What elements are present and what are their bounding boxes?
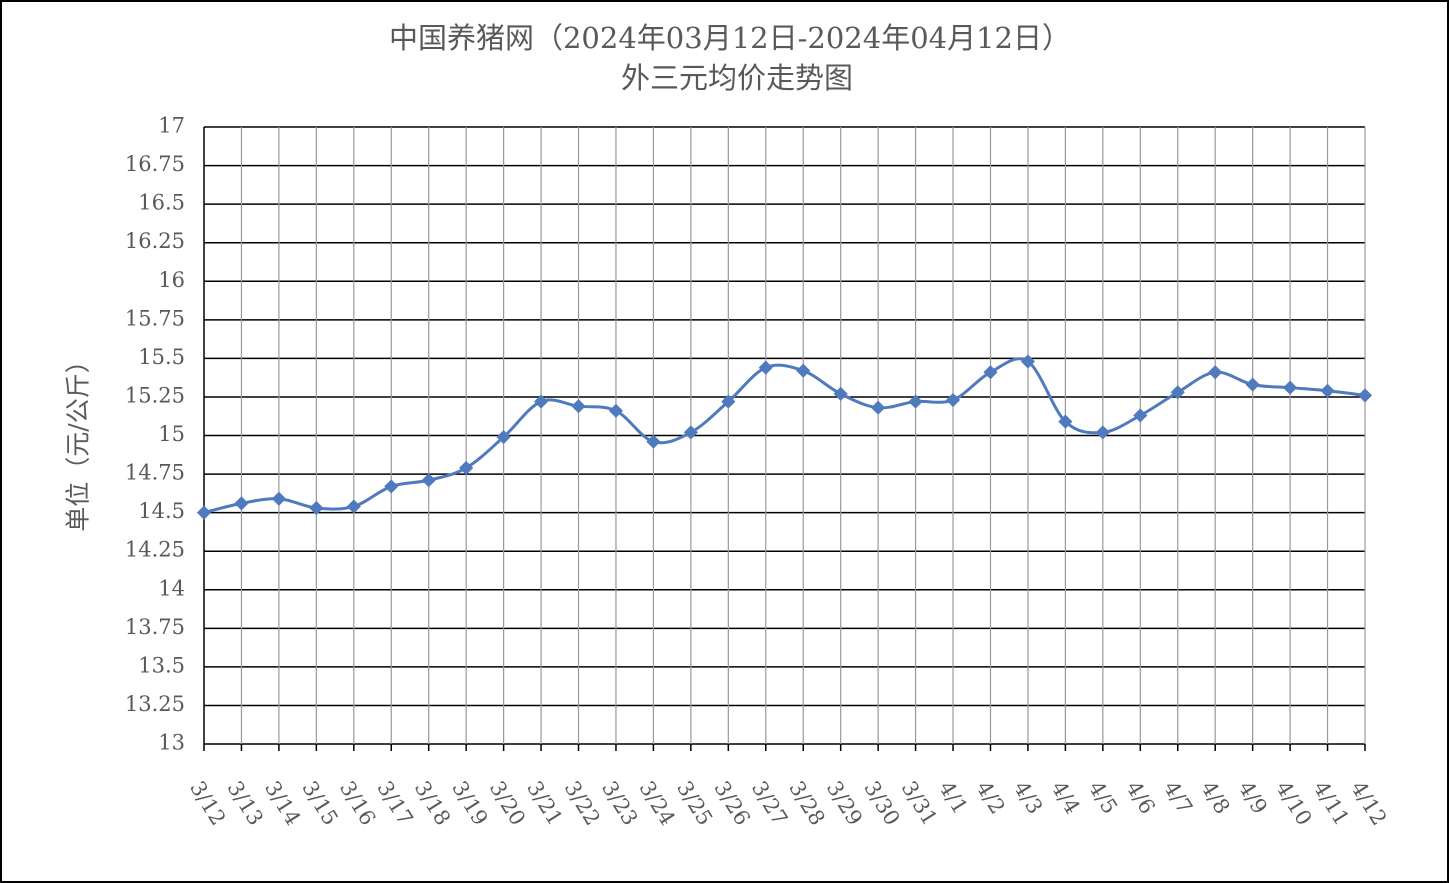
- marker: [346, 499, 361, 514]
- chart-title: 中国养猪网（2024年03月12日-2024年04月12日）: [389, 21, 1071, 55]
- marker: [758, 360, 773, 375]
- y-tick-label: 15.25: [125, 383, 185, 407]
- marker: [384, 479, 399, 494]
- y-tick-label: 15: [158, 422, 185, 446]
- marker: [1133, 408, 1148, 423]
- y-tick-label: 16.75: [125, 152, 185, 176]
- marker: [1320, 383, 1335, 398]
- marker: [721, 394, 736, 409]
- marker: [833, 386, 848, 401]
- marker: [421, 473, 436, 488]
- marker: [496, 429, 511, 445]
- marker: [1245, 377, 1260, 392]
- chart-subtitle: 外三元均价走势图: [621, 61, 853, 95]
- marker: [796, 363, 811, 378]
- marker: [533, 394, 549, 409]
- y-tick-label: 13: [158, 731, 185, 755]
- y-tick-label: 15.5: [138, 345, 185, 369]
- marker: [234, 496, 249, 511]
- y-axis-label: 单位（元/公斤）: [64, 348, 93, 531]
- y-tick-label: 16.25: [125, 229, 185, 253]
- marker: [459, 460, 474, 475]
- marker: [983, 365, 998, 380]
- marker: [1058, 414, 1073, 429]
- marker: [1283, 380, 1298, 395]
- marker: [608, 403, 624, 418]
- marker: [871, 400, 886, 415]
- y-tick-label: 16: [158, 268, 185, 292]
- marker: [271, 491, 286, 506]
- y-tick-label: 17: [158, 114, 185, 138]
- marker: [1095, 425, 1110, 440]
- y-tick-label: 15.75: [125, 306, 185, 330]
- y-tick-label: 13.5: [138, 653, 185, 677]
- y-tick-label: 14.75: [125, 461, 185, 485]
- y-tick-label: 13.75: [125, 615, 185, 639]
- marker: [1357, 388, 1373, 403]
- y-tick-label: 14.5: [138, 499, 185, 523]
- y-tick-label: 14.25: [125, 538, 185, 562]
- marker: [683, 425, 698, 440]
- y-tick-label: 16.5: [138, 191, 185, 215]
- marker: [571, 399, 586, 414]
- marker: [196, 505, 212, 520]
- marker: [1208, 365, 1223, 380]
- marker: [908, 394, 923, 409]
- marker: [646, 434, 661, 449]
- y-tick-label: 14: [158, 576, 185, 600]
- marker: [1170, 385, 1185, 400]
- marker: [309, 500, 324, 516]
- y-tick-label: 13.25: [125, 692, 185, 716]
- marker: [945, 392, 961, 408]
